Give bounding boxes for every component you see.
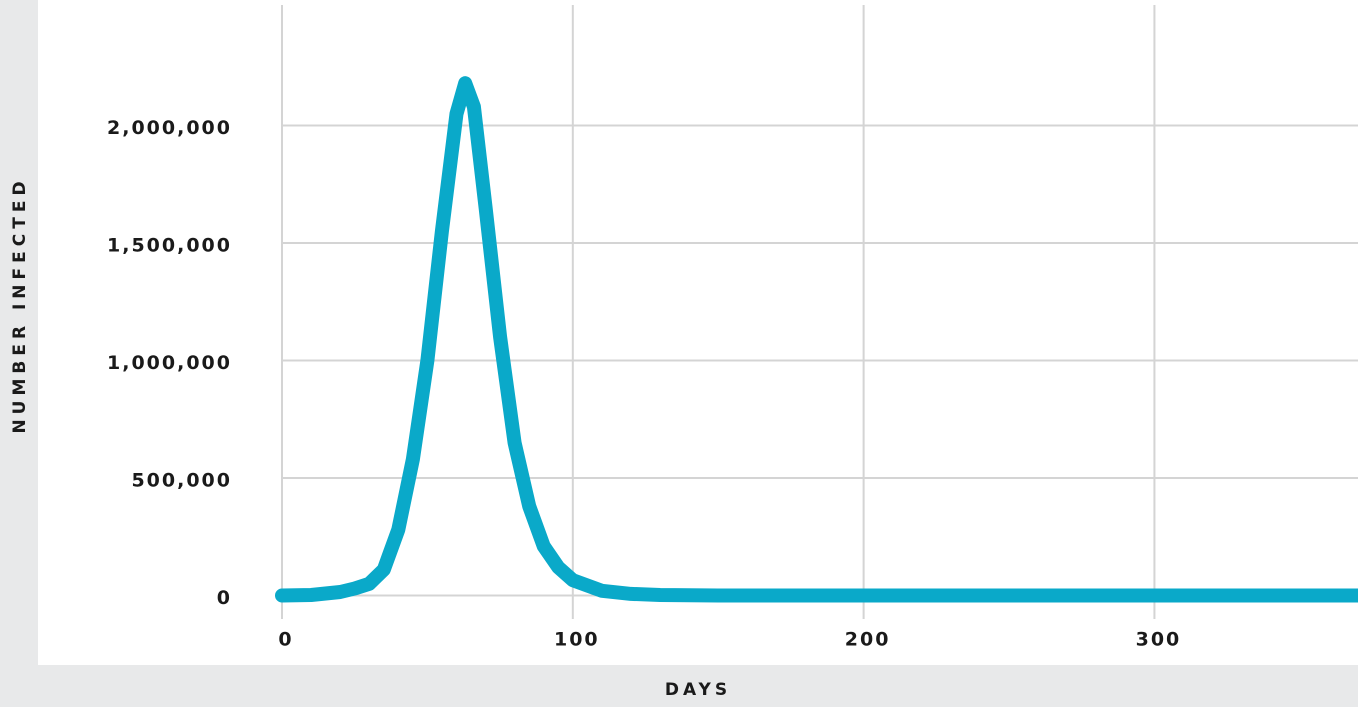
x-tick-label: 200	[845, 629, 891, 651]
x-axis-band	[0, 665, 1358, 707]
y-axis-title: NUMBER INFECTED	[10, 176, 30, 433]
x-axis-title: DAYS	[665, 680, 731, 700]
x-tick-label: 100	[554, 629, 600, 651]
y-tick-label: 500,000	[131, 470, 232, 492]
x-tick-label: 0	[278, 629, 293, 651]
y-tick-label: 0	[217, 587, 232, 609]
y-tick-label: 1,500,000	[107, 235, 232, 257]
x-tick-label: 300	[1136, 629, 1182, 651]
data-line	[275, 76, 1358, 603]
y-tick-label: 1,000,000	[107, 352, 232, 374]
y-tick-label: 2,000,000	[107, 117, 232, 139]
y-axis-band	[0, 0, 38, 707]
